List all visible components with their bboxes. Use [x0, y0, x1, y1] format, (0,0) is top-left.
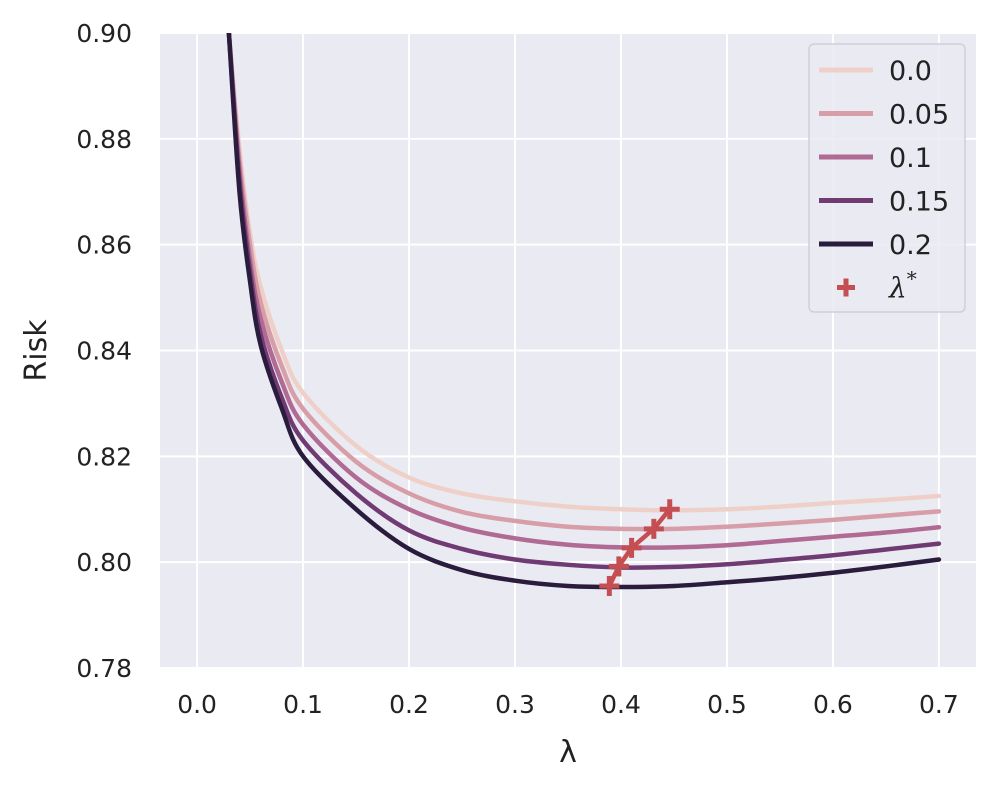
grid-lines: [160, 32, 976, 669]
x-tick-label: 0.1: [283, 690, 323, 719]
x-tick-label: 0.7: [919, 690, 959, 719]
legend-label-1: 0.05: [889, 100, 949, 131]
x-tick-label: 0.5: [707, 690, 747, 719]
lambda-star-marker: [643, 518, 664, 539]
legend: 0.00.050.10.150.2λ*: [808, 43, 966, 313]
x-tick-label: 0.2: [389, 690, 429, 719]
lambda-star-marker: [599, 575, 620, 596]
lambda-star-markers: [599, 499, 680, 596]
legend-swatch-lambda-star: [837, 278, 855, 297]
y-tick-label: 0.80: [76, 548, 132, 577]
lambda-star-marker: [659, 499, 680, 520]
y-tick-label: 0.84: [76, 337, 132, 366]
x-tick-label: 0.4: [601, 690, 641, 719]
y-tick-label: 0.86: [76, 231, 132, 260]
lambda-star-marker: [608, 556, 629, 577]
legend-label-2: 0.1: [889, 143, 932, 174]
series-line-4: [226, 33, 942, 590]
series-lines: [226, 33, 942, 590]
y-tick-label: 0.90: [76, 19, 132, 48]
series-line-1: [226, 33, 942, 532]
y-tick-label: 0.82: [76, 442, 132, 471]
y-axis-label: Risk: [19, 319, 54, 382]
x-tick-label: 0.0: [177, 690, 217, 719]
y-tick-label: 0.78: [76, 654, 132, 683]
x-axis-label: λ: [559, 735, 577, 770]
x-tick-labels: 0.0 0.1 0.2 0.3 0.4 0.5 0.6 0.7: [177, 690, 959, 719]
x-tick-label: 0.6: [813, 690, 853, 719]
legend-label-superscript: *: [907, 267, 917, 291]
lambda-star-marker: [621, 537, 642, 558]
x-tick-label: 0.3: [495, 690, 535, 719]
legend-label-3: 0.15: [889, 187, 949, 218]
y-tick-labels: 0.78 0.80 0.82 0.84 0.86 0.88 0.90: [76, 19, 132, 683]
legend-label-4: 0.2: [889, 230, 932, 261]
y-tick-label: 0.88: [76, 125, 132, 154]
legend-label-0: 0.0: [889, 56, 932, 87]
legend-box: [808, 43, 966, 313]
